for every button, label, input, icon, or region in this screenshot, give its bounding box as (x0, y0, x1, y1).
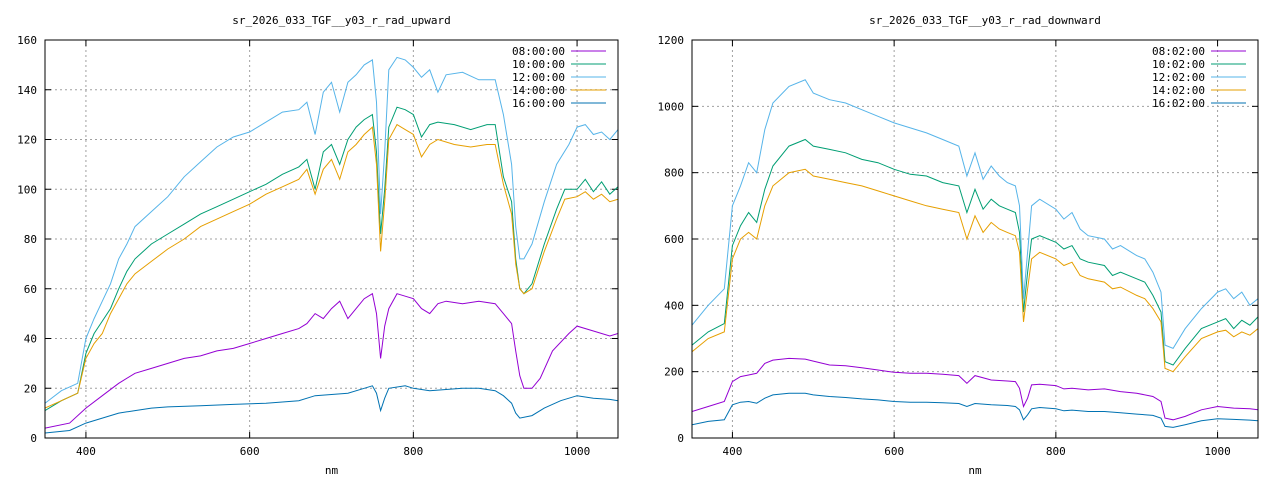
x-axis-label: nm (325, 464, 339, 477)
legend-label: 14:00:00 (512, 84, 565, 97)
series-group (45, 56, 618, 434)
y-tick-label: 200 (664, 366, 684, 379)
legend-label: 08:00:00 (512, 45, 565, 58)
y-tick-label: 40 (24, 333, 37, 346)
grid (692, 40, 1258, 438)
y-tick-label: 140 (17, 84, 37, 97)
series-line-4 (45, 385, 618, 434)
y-tick-label: 20 (24, 382, 37, 395)
chart-downward: sr_2026_033_TGF__y03_r_rad_downward 400 60… (640, 0, 1280, 480)
legend-label: 12:02:00 (1152, 71, 1205, 84)
legend-label: 10:00:00 (512, 58, 565, 71)
y-tick-label: 600 (664, 233, 684, 246)
series-line-3 (692, 168, 1258, 373)
plot-frame (691, 39, 1259, 439)
series-line-4 (692, 392, 1258, 428)
legend-label: 08:02:00 (1152, 45, 1205, 58)
legend-label: 10:02:00 (1152, 58, 1205, 71)
y-tick-label: 400 (664, 299, 684, 312)
x-tick-label: 1000 (564, 445, 591, 458)
grid (45, 40, 618, 438)
chart-upward: sr_2026_033_TGF__y03_r_rad_upward 400 600 8… (17, 14, 619, 477)
chart-title: sr_2026_033_TGF__y03_r_rad_upward (232, 14, 451, 27)
legend-label: 16:02:00 (1152, 97, 1205, 110)
x-tick-label: 1000 (1204, 445, 1231, 458)
x-tick-label: 400 (76, 445, 96, 458)
series-line-2 (45, 56, 618, 404)
chart-svg: sr_2026_033_TGF__y03_r_rad_downward 400 60… (658, 14, 1259, 477)
x-tick-label: 600 (240, 445, 260, 458)
x-tick-label: 800 (403, 445, 423, 458)
y-tick-label: 0 (30, 432, 37, 445)
y-tick-label: 100 (17, 183, 37, 196)
chart-title: sr_2026_033_TGF__y03_r_rad_downward (869, 14, 1101, 27)
series-line-1 (45, 106, 618, 412)
y-tick-label: 160 (17, 34, 37, 47)
legend-label: 14:02:00 (1152, 84, 1205, 97)
series-line-1 (692, 138, 1258, 366)
y-tick-label: 80 (24, 233, 37, 246)
x-tick-label: 400 (722, 445, 742, 458)
y-tick-label: 1200 (658, 34, 685, 47)
series-line-0 (45, 292, 618, 429)
legend-label: 16:00:00 (512, 97, 565, 110)
plot-frame (44, 39, 619, 439)
series-line-0 (692, 357, 1258, 421)
y-tick-label: 0 (677, 432, 684, 445)
legend-label: 12:00:00 (512, 71, 565, 84)
series-line-2 (692, 79, 1258, 350)
series-line-3 (45, 123, 618, 409)
y-tick-label: 60 (24, 283, 37, 296)
y-tick-label: 120 (17, 134, 37, 147)
y-tick-label: 1000 (658, 100, 685, 113)
y-tick-label: 800 (664, 167, 684, 180)
series-group (692, 79, 1258, 428)
x-axis-label: nm (968, 464, 982, 477)
x-tick-label: 600 (884, 445, 904, 458)
x-tick-label: 800 (1046, 445, 1066, 458)
